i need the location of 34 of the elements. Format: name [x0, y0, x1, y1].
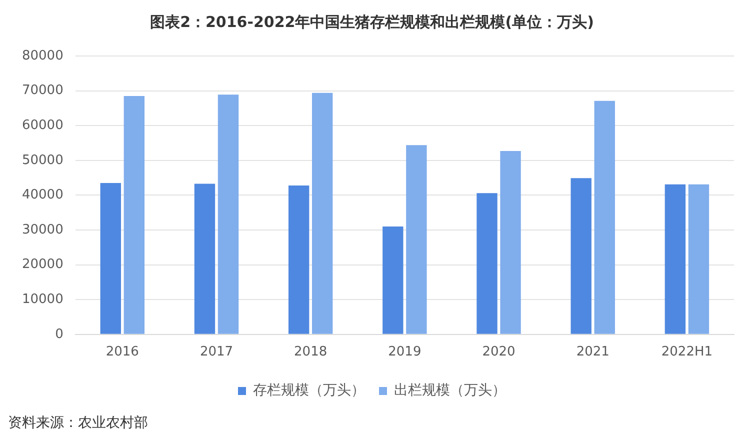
chart-title: 图表2：2016-2022年中国生猪存栏规模和出栏规模(单位：万头)	[150, 12, 594, 31]
bar	[664, 184, 686, 334]
bar	[218, 94, 239, 334]
legend-label: 出栏规模（万头）	[394, 382, 506, 399]
x-tick-label: 2020	[482, 344, 516, 360]
y-tick-label: 40000	[22, 188, 64, 203]
bar	[570, 178, 592, 334]
x-tick-label: 2017	[200, 344, 234, 360]
bar	[194, 184, 216, 334]
x-tick-label: 2021	[576, 344, 610, 360]
x-tick-label: 2019	[388, 344, 422, 360]
y-tick-label: 80000	[22, 48, 64, 64]
y-tick-label: 50000	[22, 152, 64, 168]
x-tick-label: 2018	[294, 344, 328, 360]
bar	[382, 226, 404, 334]
bar	[288, 185, 310, 334]
legend-label: 存栏规模（万头）	[253, 382, 365, 399]
y-tick-label: 60000	[22, 118, 64, 133]
y-tick-label: 0	[55, 326, 64, 342]
y-tick-label: 10000	[22, 292, 64, 307]
text: 资料来源：农业农村部	[8, 414, 148, 432]
bar	[312, 92, 333, 334]
y-tick-label: 30000	[22, 222, 64, 238]
bar	[406, 145, 427, 334]
y-tick-label: 70000	[22, 83, 64, 98]
bar	[100, 183, 121, 334]
x-tick-label: 2022H1	[661, 344, 713, 360]
x-tick-label: 2016	[106, 344, 139, 360]
bar	[476, 193, 498, 334]
bar	[594, 100, 615, 334]
bar	[500, 151, 521, 334]
y-tick-label: 20000	[22, 257, 64, 272]
bar	[124, 96, 145, 334]
bar	[688, 184, 710, 334]
